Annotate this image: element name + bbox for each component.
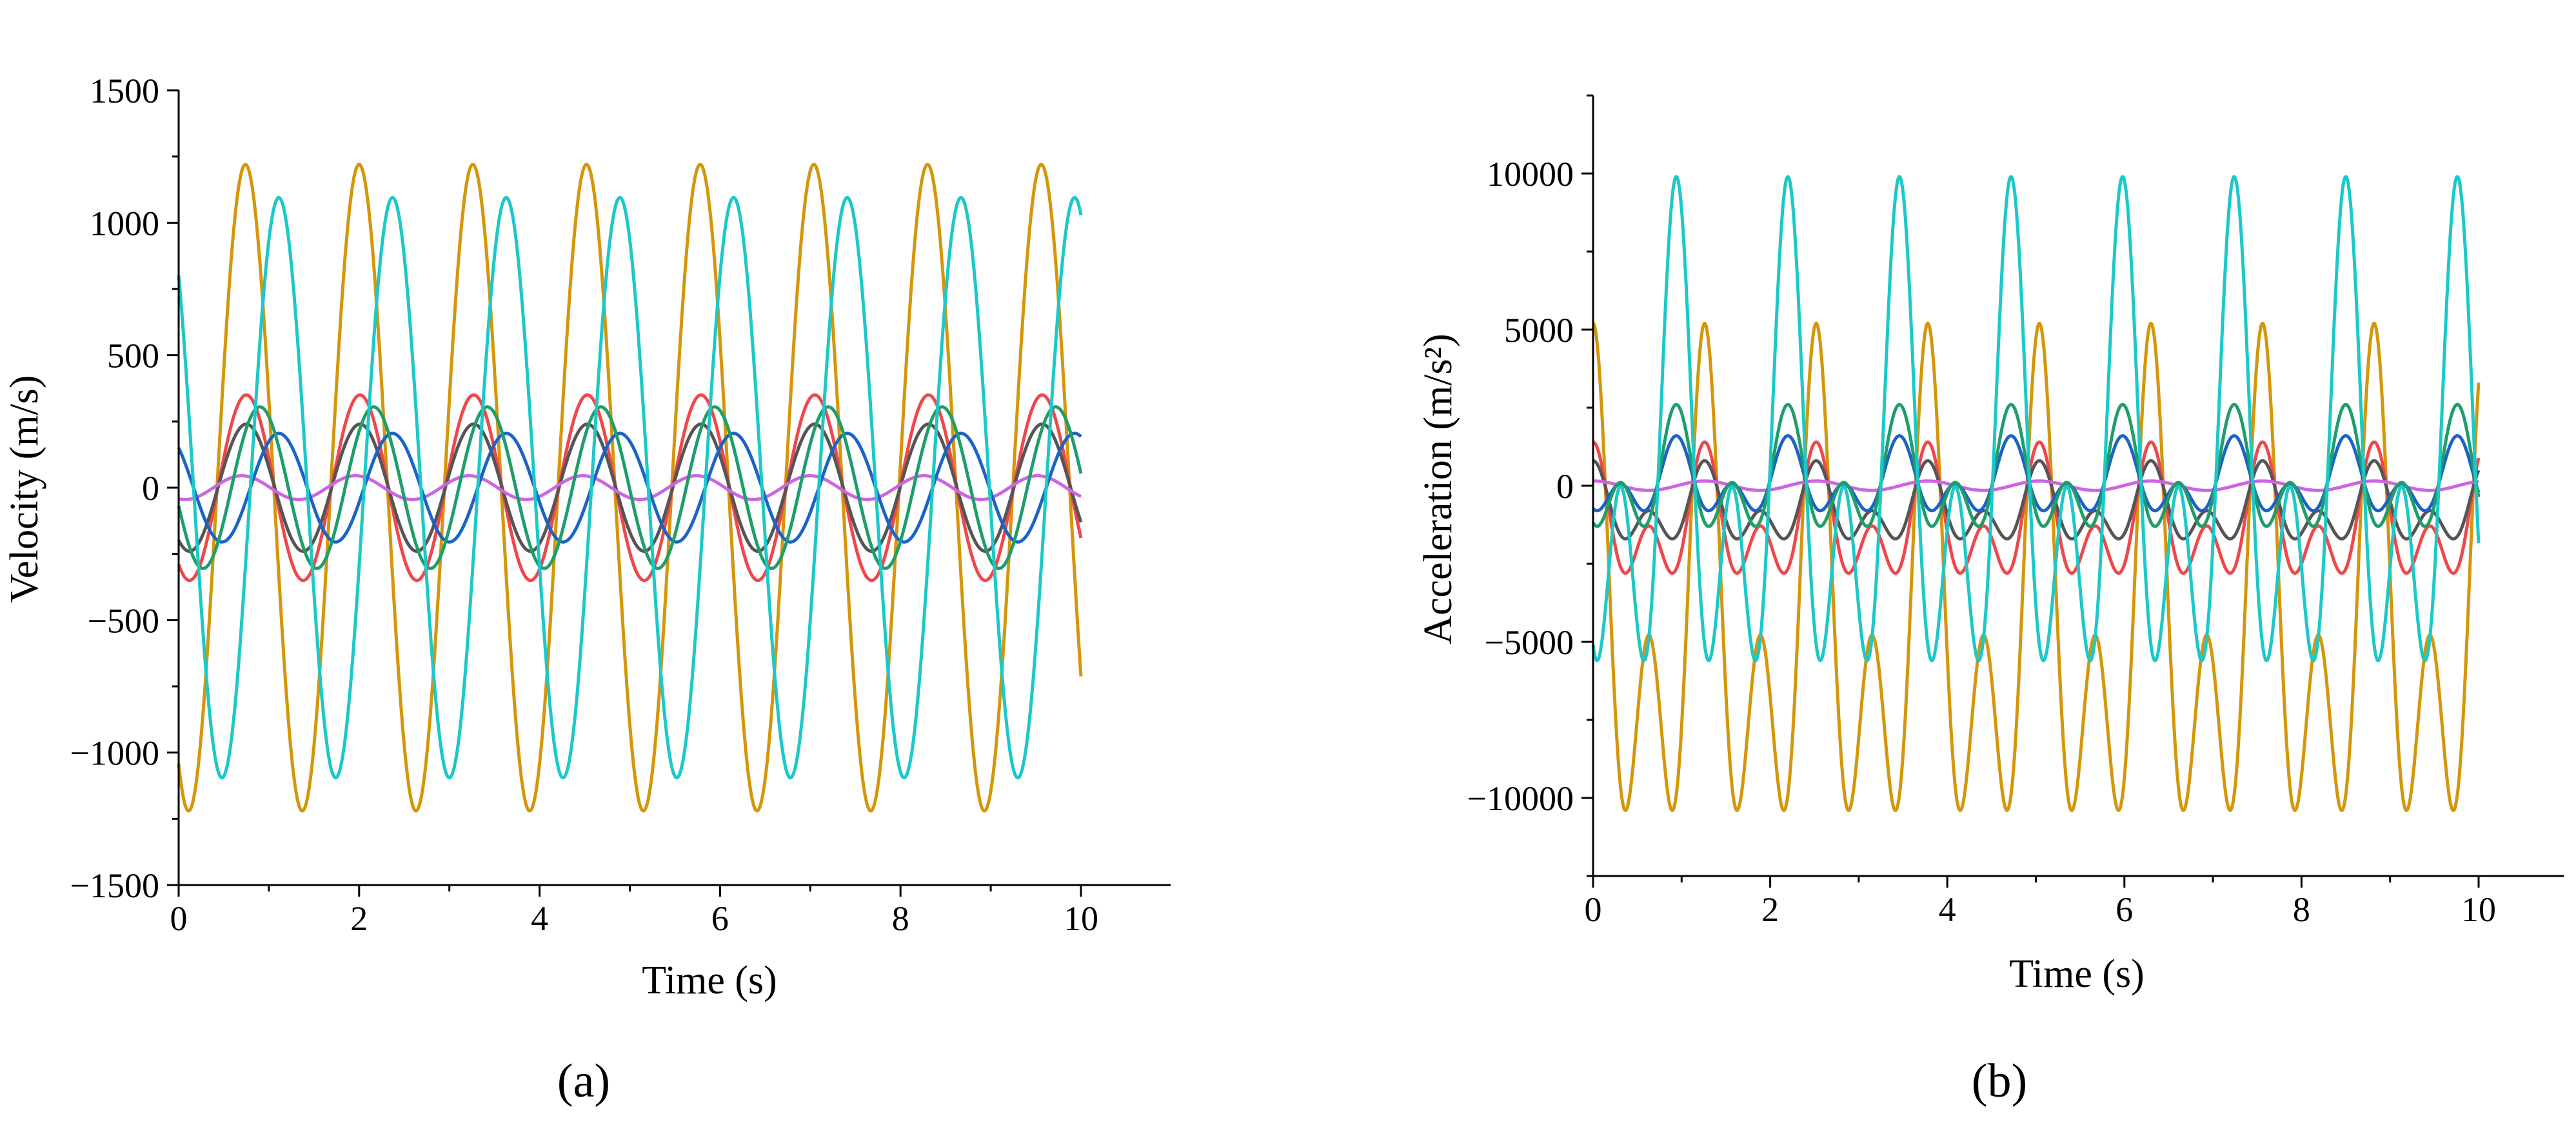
velocity-x-tick-label: 8	[892, 899, 909, 938]
acceleration-series-4-line	[1592, 479, 2480, 492]
acceleration-series-1-line	[1592, 321, 2481, 812]
acceleration-x-tick-label: 0	[1585, 890, 1602, 929]
velocity-y-tick-label: 1500	[90, 72, 159, 110]
velocity-series-7-line	[177, 195, 1083, 780]
velocity-y-tick-label: −1500	[70, 866, 159, 905]
velocity-x-axis-title: Time (s)	[642, 959, 777, 1002]
velocity-x-tick-label: 10	[1064, 899, 1098, 938]
acceleration-y-tick-label: 0	[1556, 467, 1574, 506]
acceleration-x-tick-label: 2	[1761, 890, 1779, 929]
velocity-y-tick-label: −500	[88, 601, 159, 640]
velocity-axes: 0 2 4 6 8 10 −1500 −1000 −500 0 500 1000 1500	[70, 72, 1171, 938]
acceleration-y-tick-label: 10000	[1487, 155, 1574, 194]
acceleration-y-axis-title: Acceleration (m/s²)	[1416, 334, 1460, 644]
acceleration-series-2-line	[1592, 440, 2481, 575]
acceleration-panel-label: (b)	[1972, 1055, 2027, 1108]
acceleration-y-tick-label: −5000	[1485, 623, 1574, 662]
velocity-y-tick-label: 1000	[90, 204, 159, 243]
velocity-y-tick-label: 0	[142, 469, 159, 508]
acceleration-x-tick-label: 10	[2461, 890, 2496, 929]
velocity-chart: 0 2 4 6 8 10 −1500 −1000 −500 0 500 1000 1500 Time (…	[3, 72, 1171, 1108]
acceleration-x-tick-label: 6	[2115, 890, 2133, 929]
acceleration-x-tick-label: 4	[1939, 890, 1956, 929]
velocity-series-group	[177, 163, 1083, 813]
acceleration-y-tick-label: 5000	[1504, 311, 1574, 350]
velocity-x-tick-label: 2	[350, 899, 368, 938]
acceleration-y-tick-label: −10000	[1467, 779, 1574, 818]
velocity-series-6-line	[177, 405, 1083, 570]
velocity-x-tick-label: 6	[711, 899, 729, 938]
velocity-y-tick-label: 500	[107, 337, 159, 375]
acceleration-series-7-line	[1591, 175, 2481, 662]
velocity-x-tick-label: 4	[531, 899, 548, 938]
velocity-y-axis-title: Velocity (m/s)	[3, 375, 46, 603]
velocity-y-tick-label: −1000	[70, 734, 159, 773]
acceleration-series-group	[1591, 175, 2481, 812]
velocity-series-4-line	[177, 474, 1082, 501]
acceleration-axes: 0 2 4 6 8 10 −10000 −5000 0 5000 10000	[1467, 94, 2564, 929]
velocity-series-5-line	[177, 432, 1082, 544]
acceleration-x-tick-label: 8	[2293, 890, 2310, 929]
velocity-panel-label: (a)	[557, 1055, 610, 1108]
velocity-x-tick-label: 0	[170, 899, 188, 938]
acceleration-x-axis-title: Time (s)	[2009, 952, 2145, 996]
acceleration-chart: 0 2 4 6 8 10 −10000 −5000 0 5000 10000 Time (s) Ac…	[1416, 94, 2564, 1108]
acceleration-series-6-line	[1591, 403, 2481, 528]
velocity-series-1-line	[177, 163, 1083, 813]
